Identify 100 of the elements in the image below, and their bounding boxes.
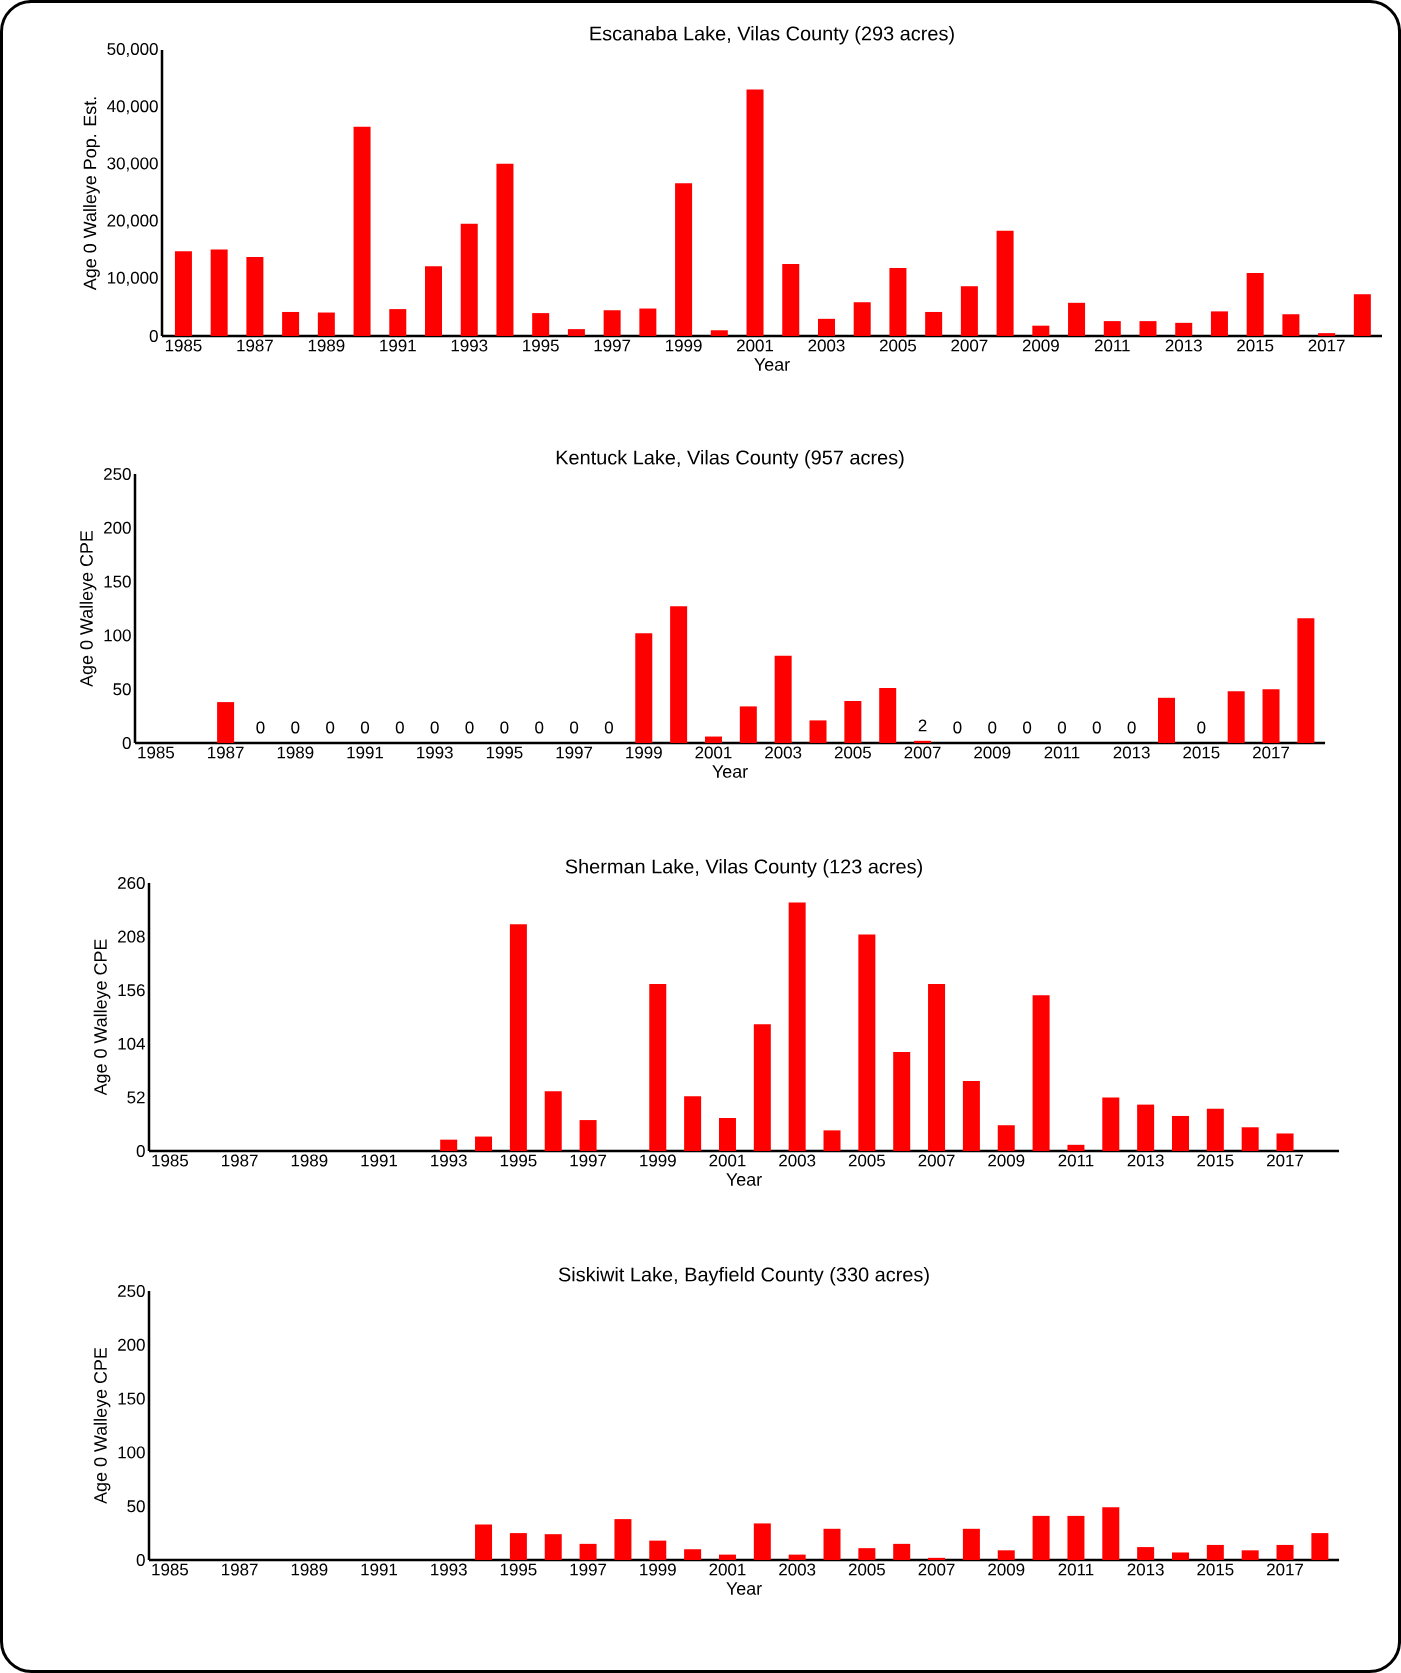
data-label: 0 — [500, 721, 509, 734]
bar — [567, 329, 585, 336]
chart-title: Sherman Lake, Vilas County (123 acres) — [565, 858, 922, 878]
x-tick-label: 1993 — [431, 1563, 467, 1576]
y-tick-label: 0 — [136, 1554, 145, 1566]
bar — [475, 1524, 493, 1560]
bar — [809, 720, 827, 743]
bar — [1103, 321, 1121, 336]
x-tick-label: 2013 — [1127, 1154, 1164, 1167]
bar — [893, 1543, 911, 1560]
y-tick-label: 150 — [104, 575, 131, 588]
x-tick-label: 2011 — [1044, 746, 1080, 759]
bar — [1139, 321, 1157, 336]
bar — [718, 1118, 736, 1151]
x-tick-label: 1985 — [152, 1563, 189, 1576]
chart-title: Siskiwit Lake, Bayfield County (330 acres) — [558, 1266, 929, 1286]
bar — [962, 1528, 980, 1560]
bar — [1068, 302, 1086, 336]
x-tick-label: 1999 — [640, 1154, 676, 1167]
bar — [532, 313, 550, 336]
x-tick-label: 2003 — [779, 1154, 816, 1167]
y-tick-label: 250 — [118, 1285, 145, 1297]
x-tick-label: 2017 — [1267, 1154, 1303, 1167]
x-tick-label: 1985 — [165, 339, 202, 352]
bar — [460, 223, 478, 336]
bar — [718, 1554, 736, 1560]
bar — [844, 701, 862, 743]
bar — [475, 1136, 493, 1151]
x-tick-label: 1995 — [486, 746, 523, 759]
x-tick-label: 2005 — [848, 1154, 885, 1167]
x-tick-label: 1997 — [570, 1154, 607, 1167]
bar — [739, 706, 757, 743]
bar — [1206, 1108, 1224, 1151]
bar — [1067, 1144, 1085, 1151]
bar — [496, 163, 514, 336]
x-tick-label: 1999 — [640, 1563, 676, 1576]
bar — [1246, 273, 1264, 336]
x-tick-label: 2013 — [1165, 339, 1202, 352]
bar — [282, 311, 300, 336]
bar — [579, 1543, 597, 1560]
bar — [996, 230, 1014, 336]
x-tick-label: 1997 — [594, 339, 631, 352]
bar — [1175, 322, 1193, 336]
data-label: 0 — [570, 721, 579, 734]
x-axis-title: Year — [754, 358, 790, 371]
bar — [1318, 333, 1336, 336]
x-tick-label: 2007 — [918, 1563, 955, 1576]
y-tick-label: 260 — [118, 877, 145, 889]
bar — [614, 1519, 632, 1560]
data-label: 0 — [604, 721, 613, 734]
data-label: 0 — [535, 721, 544, 734]
data-label: 0 — [1092, 721, 1101, 734]
y-tick-label: 52 — [127, 1091, 145, 1104]
bar — [1241, 1127, 1259, 1151]
x-tick-label: 2005 — [848, 1563, 885, 1576]
bar — [997, 1550, 1015, 1560]
chart-title: Kentuck Lake, Vilas County (957 acres) — [556, 449, 904, 469]
bar — [1311, 1533, 1329, 1560]
y-tick-label: 50,000 — [107, 42, 158, 57]
bar — [925, 311, 943, 336]
x-tick-label: 1991 — [347, 746, 383, 759]
bar — [1067, 1515, 1085, 1560]
bar — [823, 1528, 841, 1560]
bar — [746, 89, 764, 336]
x-tick-label: 2007 — [918, 1154, 955, 1167]
y-axis-title: Age 0 Walleye CPE — [93, 1347, 111, 1504]
data-label: 0 — [1127, 721, 1136, 734]
x-tick-label: 1995 — [523, 339, 559, 352]
bar — [1171, 1552, 1189, 1560]
x-axis-title: Year — [726, 1173, 762, 1186]
bar — [858, 1548, 876, 1560]
y-tick-label: 50 — [113, 683, 131, 696]
x-axis-title: Year — [712, 765, 748, 778]
bar — [210, 249, 228, 336]
y-tick-label: 100 — [104, 629, 131, 642]
x-tick-label: 1993 — [451, 339, 488, 352]
bar — [928, 984, 946, 1151]
x-tick-label: 1995 — [500, 1154, 537, 1167]
bar — [879, 688, 897, 743]
x-tick-label: 2017 — [1253, 746, 1289, 759]
bar — [858, 934, 876, 1151]
bar — [1032, 995, 1050, 1151]
bar — [649, 984, 667, 1151]
x-tick-label: 2011 — [1058, 1154, 1094, 1167]
bar — [788, 1554, 806, 1560]
x-tick-label: 2005 — [834, 746, 871, 759]
data-label: 2 — [918, 719, 927, 732]
bar — [889, 267, 907, 336]
x-tick-label: 2003 — [765, 746, 802, 759]
x-tick-label: 2003 — [779, 1563, 816, 1576]
data-label: 0 — [256, 721, 265, 734]
bar — [425, 266, 443, 336]
bar — [1210, 311, 1228, 336]
bar — [788, 902, 806, 1151]
x-tick-label: 2003 — [808, 339, 845, 352]
bar — [1297, 618, 1315, 743]
bar — [753, 1024, 771, 1151]
y-tick-label: 250 — [104, 467, 131, 480]
bar — [670, 606, 688, 743]
data-label: 0 — [1023, 721, 1032, 734]
